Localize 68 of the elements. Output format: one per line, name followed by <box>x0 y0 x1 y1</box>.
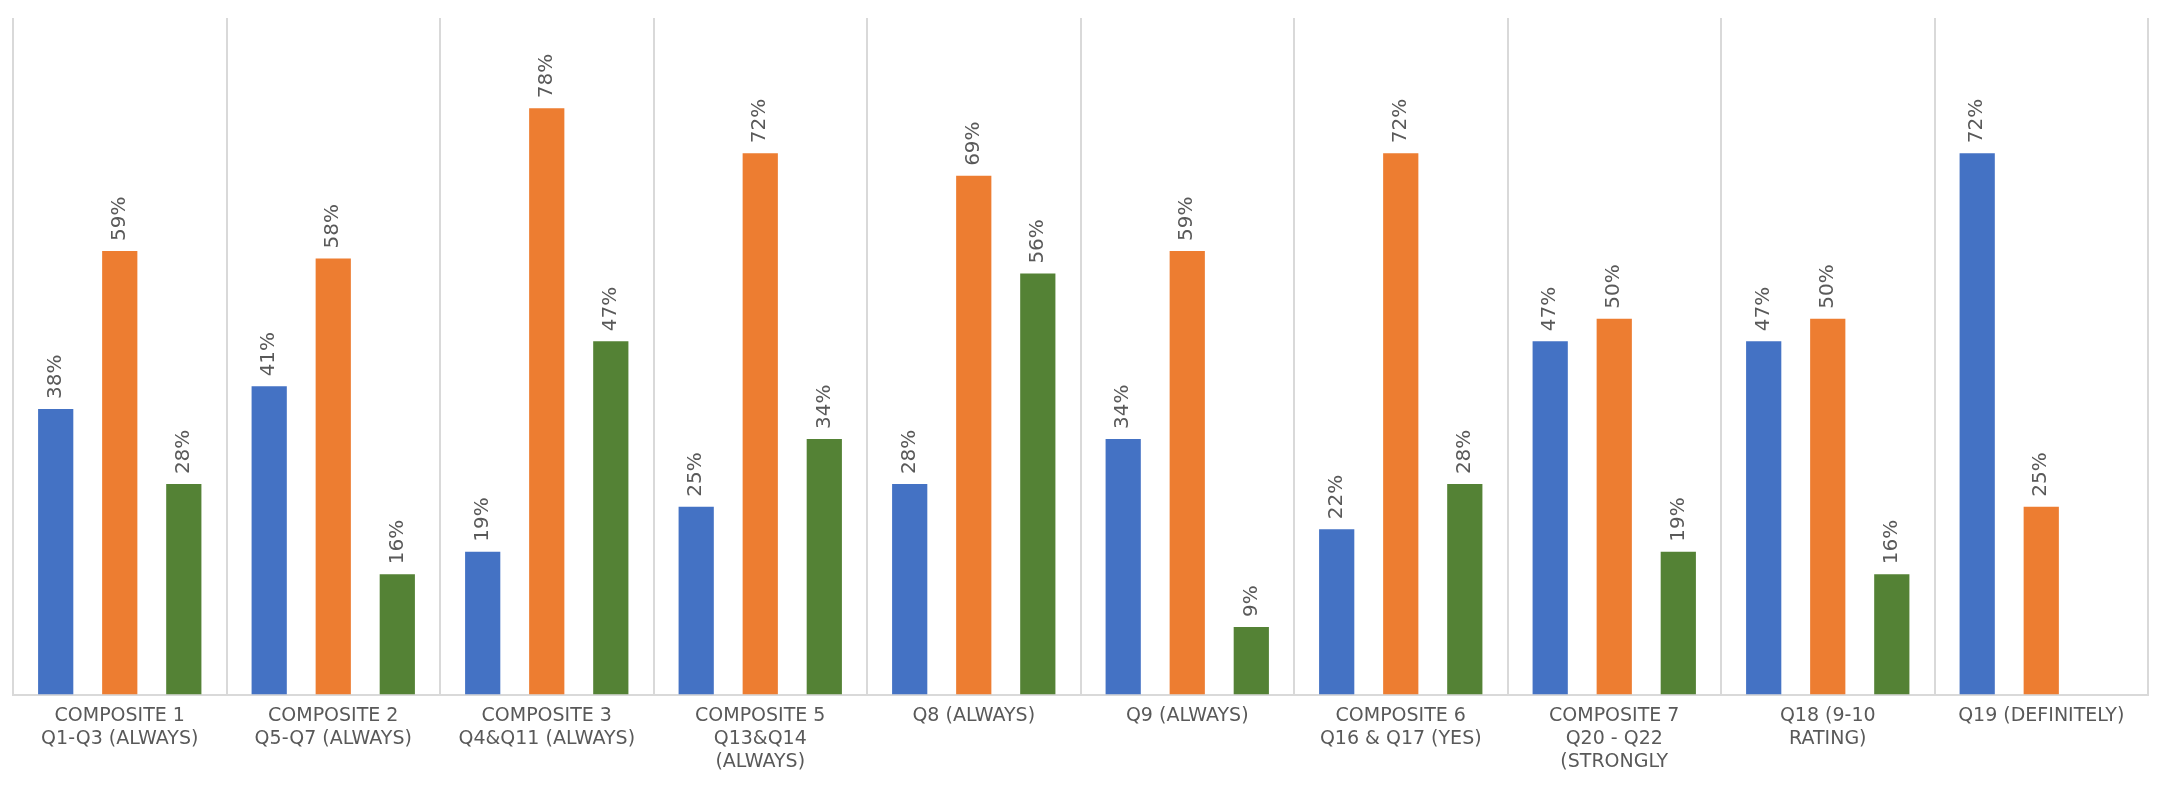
data-label: 47% <box>597 286 621 332</box>
data-label: 25% <box>2027 452 2052 497</box>
bar <box>678 506 714 695</box>
bar <box>1660 551 1696 695</box>
bar <box>166 484 202 695</box>
bar <box>465 551 501 695</box>
data-label: 9% <box>1237 585 1262 617</box>
bar <box>315 258 351 695</box>
data-label: 28% <box>170 429 194 475</box>
data-label: 22% <box>1322 474 1347 520</box>
data-label: 16% <box>383 519 408 565</box>
data-label: 58% <box>319 204 344 249</box>
data-label: 34% <box>1109 384 1134 429</box>
data-label: 59% <box>105 196 130 242</box>
data-label: 28% <box>1451 429 1475 475</box>
bar <box>1874 574 1910 695</box>
data-label: 72% <box>1386 98 1411 144</box>
data-label: 16% <box>1878 519 1902 565</box>
bar <box>251 386 287 695</box>
data-label: 47% <box>1749 286 1774 332</box>
bar <box>1319 529 1355 695</box>
bar <box>529 108 565 695</box>
bar <box>1532 341 1568 695</box>
bar <box>1169 251 1205 695</box>
bar <box>38 408 74 695</box>
x-tick-label: COMPOSITE 5 Q13&Q14 (ALWAYS) <box>695 702 826 771</box>
data-label: 47% <box>1536 286 1561 332</box>
data-label: 69% <box>959 121 984 166</box>
data-label: 72% <box>746 98 771 144</box>
bar <box>1020 273 1056 695</box>
data-label: 25% <box>682 452 707 497</box>
data-label: 41% <box>255 331 280 377</box>
bar <box>1447 484 1483 695</box>
x-tick-label: COMPOSITE 2 Q5-Q7 (ALWAYS) <box>254 702 412 748</box>
bar <box>956 175 992 695</box>
bar <box>1383 153 1419 695</box>
bar <box>1105 439 1141 695</box>
data-label: 19% <box>1664 497 1689 542</box>
x-tick-label: COMPOSITE 3 Q4&Q11 (ALWAYS) <box>458 702 636 748</box>
bar <box>379 574 415 695</box>
bar <box>1959 153 1995 695</box>
bar <box>2023 506 2059 695</box>
x-tick-label: Q9 (ALWAYS) <box>1125 702 1249 725</box>
bar <box>892 484 928 695</box>
x-tick-label: Q18 (9-10 RATING) <box>1779 702 1876 748</box>
data-label: 56% <box>1024 219 1048 264</box>
bar <box>1233 626 1269 695</box>
bar <box>593 341 629 695</box>
data-label: 59% <box>1173 196 1198 242</box>
bar <box>1746 341 1782 695</box>
bar <box>742 153 778 695</box>
bar <box>1810 318 1846 695</box>
x-tick-label: Q8 (ALWAYS) <box>912 702 1036 725</box>
data-label: 19% <box>468 497 493 542</box>
x-tick-label: Q19 (DEFINITELY) <box>1958 702 2125 725</box>
data-label: 50% <box>1600 264 1625 309</box>
data-label: 78% <box>532 53 557 99</box>
x-tick-label: COMPOSITE 6 Q16 & Q17 (YES) <box>1319 702 1482 748</box>
bar <box>102 251 138 695</box>
data-label: 34% <box>810 384 835 429</box>
data-label: 50% <box>1813 264 1838 309</box>
data-label: 72% <box>1963 98 1988 144</box>
data-label: 38% <box>41 354 66 399</box>
bar <box>806 439 842 695</box>
data-label: 28% <box>895 429 920 475</box>
bar <box>1596 318 1632 695</box>
x-tick-label: COMPOSITE 1 Q1-Q3 (ALWAYS) <box>41 702 199 748</box>
x-tick-label: COMPOSITE 7 Q20 - Q22 (STRONGLY <box>1549 702 1680 771</box>
